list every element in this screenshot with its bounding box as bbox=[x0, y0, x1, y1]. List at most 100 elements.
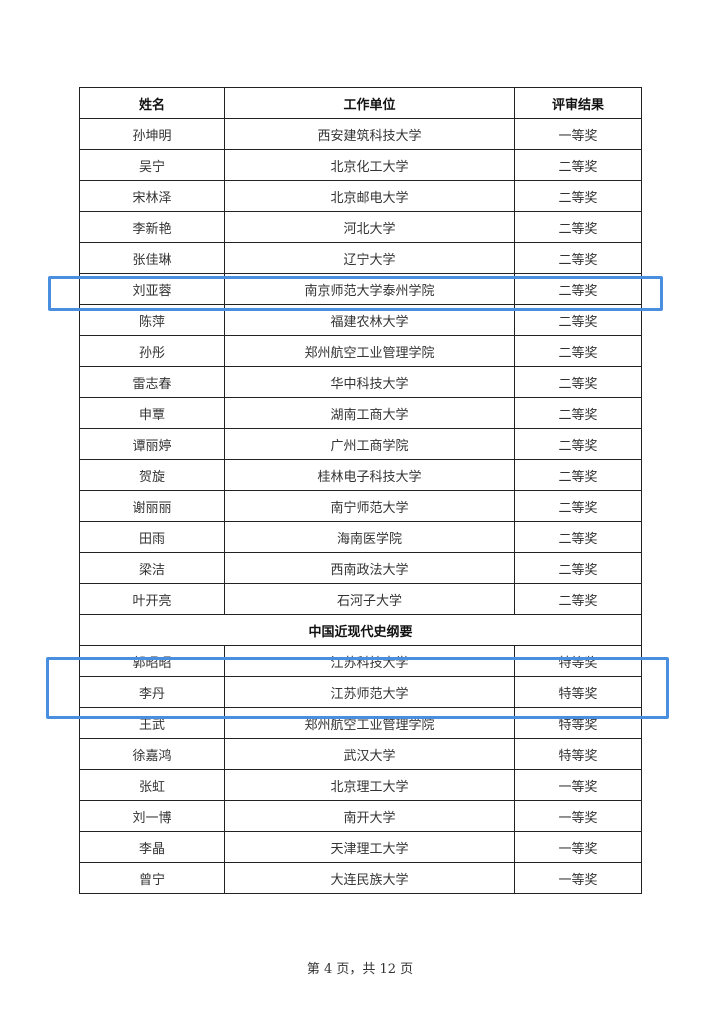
cell-name: 陈萍 bbox=[79, 304, 225, 336]
cell-name: 刘亚蓉 bbox=[79, 273, 225, 305]
cell-name: 张虹 bbox=[79, 769, 225, 801]
header-unit: 工作单位 bbox=[224, 87, 515, 119]
cell-unit: 天津理工大学 bbox=[224, 831, 515, 863]
cell-result: 一等奖 bbox=[514, 118, 642, 150]
table-row: 雷志春 华中科技大学 二等奖 bbox=[79, 366, 642, 398]
table-row: 李晶 天津理工大学 一等奖 bbox=[79, 831, 642, 863]
table-row: 贺旋 桂林电子科技大学 二等奖 bbox=[79, 459, 642, 491]
cell-name: 王武 bbox=[79, 707, 225, 739]
cell-result: 特等奖 bbox=[514, 738, 642, 770]
cell-name: 叶开亮 bbox=[79, 583, 225, 615]
cell-name: 曾宁 bbox=[79, 862, 225, 894]
table-row: 曾宁 大连民族大学 一等奖 bbox=[79, 862, 642, 894]
page-number: 第 4 页，共 12 页 bbox=[306, 962, 414, 977]
header-name: 姓名 bbox=[79, 87, 225, 119]
cell-unit: 辽宁大学 bbox=[224, 242, 515, 274]
award-table: 姓名 工作单位 评审结果 孙坤明 西安建筑科技大学 一等奖 吴宁 北京化工大学 二等奖 宋林… bbox=[79, 87, 642, 894]
cell-result: 一等奖 bbox=[514, 800, 642, 832]
cell-name: 李晶 bbox=[79, 831, 225, 863]
cell-unit: 江苏科技大学 bbox=[224, 645, 515, 677]
cell-name: 雷志春 bbox=[79, 366, 225, 398]
cell-result: 二等奖 bbox=[514, 211, 642, 243]
cell-name: 刘一博 bbox=[79, 800, 225, 832]
cell-name: 郭昭昭 bbox=[79, 645, 225, 677]
table-header-row: 姓名 工作单位 评审结果 bbox=[79, 87, 642, 119]
header-result: 评审结果 bbox=[514, 87, 642, 119]
cell-unit: 桂林电子科技大学 bbox=[224, 459, 515, 491]
table-row: 张虹 北京理工大学 一等奖 bbox=[79, 769, 642, 801]
table-row: 申覃 湖南工商大学 二等奖 bbox=[79, 397, 642, 429]
cell-name: 谭丽婷 bbox=[79, 428, 225, 460]
cell-result: 特等奖 bbox=[514, 645, 642, 677]
cell-result: 二等奖 bbox=[514, 335, 642, 367]
table-row: 王武 郑州航空工业管理学院 特等奖 bbox=[79, 707, 642, 739]
table-row: 李新艳 河北大学 二等奖 bbox=[79, 211, 642, 243]
cell-result: 二等奖 bbox=[514, 366, 642, 398]
table-row: 郭昭昭 江苏科技大学 特等奖 bbox=[79, 645, 642, 677]
cell-unit: 大连民族大学 bbox=[224, 862, 515, 894]
cell-result: 二等奖 bbox=[514, 273, 642, 305]
table-row: 孙坤明 西安建筑科技大学 一等奖 bbox=[79, 118, 642, 150]
cell-unit: 南开大学 bbox=[224, 800, 515, 832]
cell-result: 二等奖 bbox=[514, 459, 642, 491]
cell-name: 张佳琳 bbox=[79, 242, 225, 274]
cell-result: 二等奖 bbox=[514, 180, 642, 212]
table-row: 梁洁 西南政法大学 二等奖 bbox=[79, 552, 642, 584]
cell-result: 一等奖 bbox=[514, 831, 642, 863]
cell-result: 一等奖 bbox=[514, 769, 642, 801]
cell-unit: 广州工商学院 bbox=[224, 428, 515, 460]
cell-unit: 湖南工商大学 bbox=[224, 397, 515, 429]
table-row: 谢丽丽 南宁师范大学 二等奖 bbox=[79, 490, 642, 522]
table-row: 李丹 江苏师范大学 特等奖 bbox=[79, 676, 642, 708]
cell-unit: 南京师范大学泰州学院 bbox=[224, 273, 515, 305]
section-row: 中国近现代史纲要 bbox=[79, 614, 642, 646]
cell-name: 孙彤 bbox=[79, 335, 225, 367]
cell-result: 二等奖 bbox=[514, 149, 642, 181]
cell-unit: 郑州航空工业管理学院 bbox=[224, 335, 515, 367]
table-row: 陈萍 福建农林大学 二等奖 bbox=[79, 304, 642, 336]
cell-name: 贺旋 bbox=[79, 459, 225, 491]
cell-name: 李新艳 bbox=[79, 211, 225, 243]
table-row: 刘一博 南开大学 一等奖 bbox=[79, 800, 642, 832]
table-row: 徐嘉鸿 武汉大学 特等奖 bbox=[79, 738, 642, 770]
cell-name: 田雨 bbox=[79, 521, 225, 553]
table-row: 叶开亮 石河子大学 二等奖 bbox=[79, 583, 642, 615]
cell-unit: 河北大学 bbox=[224, 211, 515, 243]
cell-unit: 南宁师范大学 bbox=[224, 490, 515, 522]
cell-result: 二等奖 bbox=[514, 490, 642, 522]
table-row: 张佳琳 辽宁大学 二等奖 bbox=[79, 242, 642, 274]
cell-name: 申覃 bbox=[79, 397, 225, 429]
cell-name: 梁洁 bbox=[79, 552, 225, 584]
cell-unit: 华中科技大学 bbox=[224, 366, 515, 398]
cell-unit: 北京理工大学 bbox=[224, 769, 515, 801]
cell-name: 谢丽丽 bbox=[79, 490, 225, 522]
cell-name: 李丹 bbox=[79, 676, 225, 708]
cell-unit: 西南政法大学 bbox=[224, 552, 515, 584]
cell-result: 特等奖 bbox=[514, 676, 642, 708]
cell-result: 二等奖 bbox=[514, 521, 642, 553]
table-row: 吴宁 北京化工大学 二等奖 bbox=[79, 149, 642, 181]
cell-unit: 北京邮电大学 bbox=[224, 180, 515, 212]
cell-unit: 福建农林大学 bbox=[224, 304, 515, 336]
table-row: 刘亚蓉 南京师范大学泰州学院 二等奖 bbox=[79, 273, 642, 305]
cell-result: 二等奖 bbox=[514, 428, 642, 460]
cell-unit: 海南医学院 bbox=[224, 521, 515, 553]
cell-name: 吴宁 bbox=[79, 149, 225, 181]
cell-result: 二等奖 bbox=[514, 583, 642, 615]
cell-result: 二等奖 bbox=[514, 242, 642, 274]
table-row: 田雨 海南医学院 二等奖 bbox=[79, 521, 642, 553]
cell-name: 孙坤明 bbox=[79, 118, 225, 150]
cell-result: 二等奖 bbox=[514, 552, 642, 584]
cell-name: 徐嘉鸿 bbox=[79, 738, 225, 770]
cell-result: 二等奖 bbox=[514, 397, 642, 429]
cell-unit: 北京化工大学 bbox=[224, 149, 515, 181]
cell-result: 一等奖 bbox=[514, 862, 642, 894]
cell-unit: 江苏师范大学 bbox=[224, 676, 515, 708]
section-title: 中国近现代史纲要 bbox=[79, 614, 642, 646]
cell-unit: 西安建筑科技大学 bbox=[224, 118, 515, 150]
cell-name: 宋林泽 bbox=[79, 180, 225, 212]
cell-unit: 石河子大学 bbox=[224, 583, 515, 615]
cell-unit: 郑州航空工业管理学院 bbox=[224, 707, 515, 739]
table-row: 宋林泽 北京邮电大学 二等奖 bbox=[79, 180, 642, 212]
table-row: 谭丽婷 广州工商学院 二等奖 bbox=[79, 428, 642, 460]
